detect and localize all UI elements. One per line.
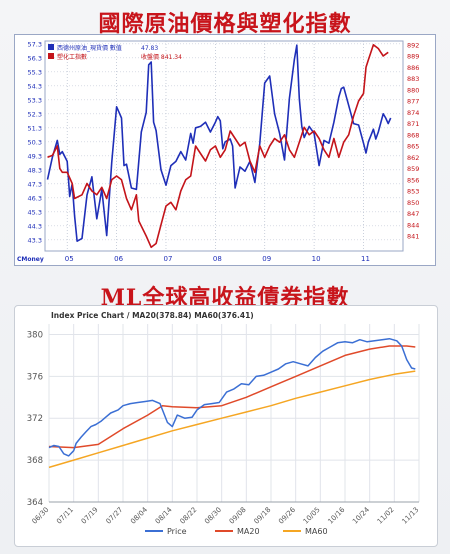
x-tick-label: 08/14 bbox=[154, 505, 174, 525]
right-axis-tick-label: 880 bbox=[407, 86, 419, 94]
right-axis-tick-label: 862 bbox=[407, 154, 419, 162]
x-tick-label: 07 bbox=[164, 255, 173, 263]
left-axis-tick-label: 43.3 bbox=[28, 236, 42, 244]
right-axis-tick-label: 859 bbox=[407, 165, 419, 173]
x-tick-label: 11/13 bbox=[400, 506, 420, 526]
left-axis-tick-label: 51.3 bbox=[28, 124, 42, 132]
x-tick-label: 10/16 bbox=[326, 505, 346, 525]
x-tick-label: 05 bbox=[65, 255, 74, 263]
y-tick-label: 372 bbox=[27, 414, 43, 424]
x-tick-label: 11 bbox=[361, 255, 370, 263]
x-tick-label: 10/24 bbox=[351, 505, 371, 525]
x-tick-label: 08/30 bbox=[203, 506, 223, 526]
left-axis-tick-label: 52.3 bbox=[28, 110, 42, 118]
x-tick-label: 08/22 bbox=[178, 506, 198, 526]
right-axis-tick-label: 850 bbox=[407, 199, 419, 207]
y-tick-label: 380 bbox=[27, 330, 43, 340]
legend-swatch bbox=[48, 53, 54, 59]
y-tick-label: 364 bbox=[27, 498, 43, 508]
oil-price-line bbox=[46, 44, 392, 242]
left-axis-tick-label: 57.3 bbox=[28, 40, 42, 48]
left-axis-tick-label: 47.3 bbox=[28, 180, 42, 188]
x-tick-label: 08/04 bbox=[129, 505, 149, 525]
oil-plastic-chart-panel: 05 06 07 08 09 10 11 57.3 56.3 55.3 54.3 53.3 52.3 51… bbox=[14, 34, 436, 266]
x-tick-label: 09 bbox=[262, 255, 271, 263]
right-axis-tick-label: 874 bbox=[407, 109, 419, 117]
legend-swatch bbox=[48, 44, 54, 50]
right-axis-tick-label: 853 bbox=[407, 188, 419, 196]
right-axis-tick-label: 868 bbox=[407, 131, 419, 139]
high-yield-chart: Index Price Chart / MA20(378.84) MA60(37… bbox=[27, 311, 421, 536]
left-axis-tick-label: 44.3 bbox=[28, 222, 42, 230]
chart-title: Index Price Chart / MA20(378.84) MA60(37… bbox=[51, 311, 254, 320]
x-tick-label: 10 bbox=[312, 255, 321, 263]
right-axis-tick-label: 886 bbox=[407, 64, 419, 72]
left-axis-tick-label: 54.3 bbox=[28, 82, 42, 90]
x-tick-label: 09/26 bbox=[277, 505, 297, 525]
right-axis-tick-label: 847 bbox=[407, 210, 419, 218]
high-yield-chart-panel: Index Price Chart / MA20(378.84) MA60(37… bbox=[14, 305, 438, 547]
x-tick-label: 08 bbox=[213, 255, 222, 263]
ma60-line bbox=[48, 370, 416, 469]
oil-plastic-chart-heading: 國際原油價格與塑化指數 bbox=[98, 11, 352, 37]
right-axis-tick-label: 889 bbox=[407, 53, 419, 61]
x-tick-label: 09/08 bbox=[228, 506, 248, 526]
left-axis-tick-label: 48.3 bbox=[28, 166, 42, 174]
right-axis-tick-label: 883 bbox=[407, 75, 419, 83]
x-tick-label: 07/27 bbox=[104, 506, 124, 526]
x-tick-label: 06 bbox=[114, 255, 123, 263]
legend-value: 47.83 bbox=[141, 45, 158, 52]
oil-plastic-chart: 05 06 07 08 09 10 11 57.3 56.3 55.3 54.3 53.3 52.3 51… bbox=[17, 40, 419, 263]
x-tick-label: 11/02 bbox=[376, 506, 396, 526]
right-axis-tick-label: 877 bbox=[407, 98, 419, 106]
x-tick-label: 07/19 bbox=[80, 506, 100, 526]
left-axis-tick-label: 49.3 bbox=[28, 152, 42, 160]
left-axis-tick-label: 45.3 bbox=[28, 208, 42, 216]
plastics-index-line bbox=[47, 44, 389, 249]
legend-value: 收盤價 841.34 bbox=[141, 53, 182, 61]
right-axis-tick-label: 856 bbox=[407, 176, 419, 184]
x-tick-label: 10/05 bbox=[302, 506, 322, 526]
legend-label: MA60 bbox=[305, 527, 328, 536]
x-tick-label: 09/18 bbox=[252, 506, 272, 526]
right-axis-tick-label: 892 bbox=[407, 41, 419, 49]
source-logo: CMoney bbox=[17, 256, 44, 263]
left-axis-tick-label: 55.3 bbox=[28, 68, 42, 76]
right-axis-tick-label: 844 bbox=[407, 221, 419, 229]
left-axis-tick-label: 53.3 bbox=[28, 96, 42, 104]
right-axis-tick-label: 841 bbox=[407, 233, 419, 241]
legend-label: 塑化工指數 bbox=[57, 53, 87, 61]
y-tick-label: 376 bbox=[27, 372, 43, 382]
left-axis-tick-label: 56.3 bbox=[28, 54, 42, 62]
legend-label: 西德州原油_現貨價 數值 bbox=[57, 44, 122, 52]
left-axis-tick-label: 46.3 bbox=[28, 194, 42, 202]
x-tick-label: 06/30 bbox=[30, 506, 50, 526]
legend-label: MA20 bbox=[237, 527, 260, 536]
right-axis-tick-label: 865 bbox=[407, 143, 419, 151]
ma20-line bbox=[48, 345, 416, 449]
y-tick-label: 368 bbox=[27, 456, 43, 466]
price-line bbox=[48, 337, 416, 457]
x-tick-label: 07/11 bbox=[55, 506, 75, 526]
left-axis-tick-label: 50.3 bbox=[28, 138, 42, 146]
legend-label: Price bbox=[167, 527, 187, 536]
right-axis-tick-label: 871 bbox=[407, 120, 419, 128]
